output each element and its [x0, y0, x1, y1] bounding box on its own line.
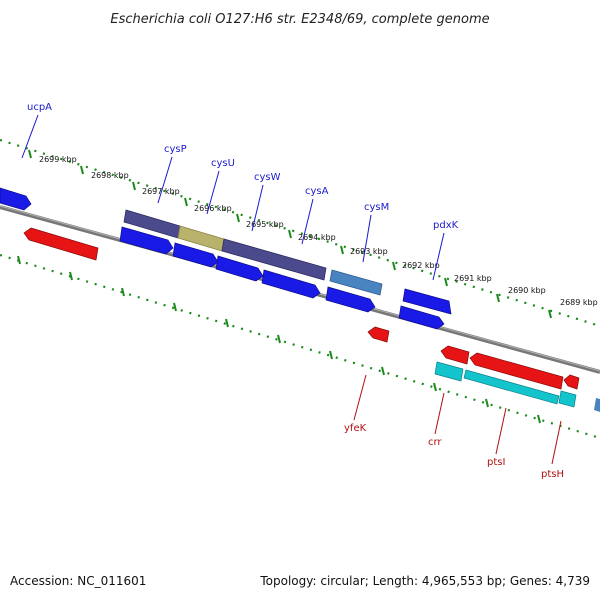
- leader-line-cysA: [301, 198, 314, 245]
- inner-tick-track: [0, 253, 600, 440]
- reverse-label-group: yfeK crr ptsI ptsH: [344, 374, 564, 480]
- cyan-genes: [434, 361, 577, 408]
- kbp-tick: [548, 309, 552, 319]
- kbp-tick: [444, 277, 448, 287]
- kbp-label: 2695 kbp: [246, 220, 284, 229]
- leader-line-ptsI: [495, 407, 507, 455]
- inner-kbp-ticks: [17, 255, 541, 424]
- kbp-label: 2689 kbp: [560, 298, 598, 307]
- gene-arrow-cysU-fwd: [172, 242, 219, 268]
- inner-tick: [381, 366, 385, 376]
- kbp-scale: 2699 kbp 2698 kbp 2697 kbp 2696 kbp 2695…: [28, 149, 598, 319]
- kbp-tick: [288, 229, 292, 239]
- inner-tick: [17, 255, 21, 265]
- operon-segment-cysWA: [221, 238, 327, 281]
- leader-line-cysP: [157, 156, 173, 204]
- inner-tick: [225, 318, 229, 328]
- inner-tick: [69, 271, 73, 281]
- inner-tick: [433, 382, 437, 392]
- outer-dotted-line: [0, 138, 600, 328]
- gene-label-cysA[interactable]: cysA: [305, 186, 329, 197]
- gene-arrow-ptsI: [469, 352, 564, 390]
- kbp-label: 2690 kbp: [508, 286, 546, 295]
- kbp-label: 2693 kbp: [350, 247, 388, 256]
- gene-cyan-crr: [434, 361, 464, 382]
- gene-arrow-cysW-fwd: [215, 255, 264, 282]
- gene-label-yfeK[interactable]: yfeK: [344, 423, 367, 434]
- leader-line-cysM: [362, 214, 372, 263]
- gene-label-ptsI[interactable]: ptsI: [487, 457, 505, 468]
- leader-line-yfeK: [353, 374, 367, 421]
- leader-line-pdxK: [432, 232, 445, 281]
- outer-tick-track: [0, 138, 600, 328]
- leader-line-crr: [434, 392, 445, 435]
- kbp-label: 2699 kbp: [39, 155, 77, 164]
- forward-label-group: ucpA cysP cysU cysW cysA cysM pdxK: [21, 102, 459, 281]
- gene-label-crr[interactable]: crr: [428, 437, 442, 448]
- gene-label-cysM[interactable]: cysM: [364, 202, 389, 213]
- accession-text: Accession: NC_011601: [10, 574, 147, 588]
- leader-line-cysW: [251, 184, 264, 232]
- forward-genes: [0, 187, 452, 330]
- gene-label-ptsH[interactable]: ptsH: [541, 469, 564, 480]
- gene-far-right-box: [594, 398, 600, 412]
- gene-label-pdxK[interactable]: pdxK: [433, 220, 459, 231]
- kbp-label: 2692 kbp: [402, 261, 440, 270]
- kbp-label: 2698 kbp: [91, 171, 129, 180]
- leader-line-ptsH: [551, 420, 562, 465]
- gene-arrow-red-left: [23, 227, 99, 261]
- gene-arrow-ucpA: [0, 187, 32, 211]
- inner-tick: [329, 350, 333, 360]
- gene-arrow-cysA-fwd: [261, 269, 321, 299]
- leader-line-cysU: [206, 170, 220, 215]
- inner-tick: [485, 398, 489, 408]
- gene-arrow-crr: [440, 345, 470, 365]
- kbp-tick: [28, 149, 32, 159]
- kbp-tick: [496, 293, 500, 303]
- gene-label-cysW[interactable]: cysW: [254, 172, 281, 183]
- gene-label-ucpA[interactable]: ucpA: [27, 102, 52, 113]
- kbp-label: 2691 kbp: [454, 274, 492, 283]
- genome-summary-text: Topology: circular; Length: 4,965,553 bp…: [260, 574, 590, 588]
- gene-cyan-ptsH: [558, 390, 577, 408]
- gene-arrow-cysM-fwd: [325, 286, 376, 313]
- operon-band: [123, 209, 600, 412]
- inner-tick: [537, 414, 541, 424]
- reverse-genes: [23, 227, 580, 390]
- gene-arrow-pdxK-upper: [402, 288, 452, 315]
- inner-tick: [277, 334, 281, 344]
- leader-line-ucpA: [21, 114, 39, 159]
- gene-arrow-yfeK: [367, 326, 390, 343]
- kbp-tick: [340, 245, 344, 255]
- kbp-label: 2697 kbp: [142, 187, 180, 196]
- kbp-tick: [132, 181, 136, 191]
- gene-label-cysP[interactable]: cysP: [164, 144, 187, 155]
- kbp-label: 2696 kbp: [194, 204, 232, 213]
- gene-cyan-ptsI: [463, 369, 560, 405]
- map-title: Escherichia coli O127:H6 str. E2348/69, …: [110, 12, 489, 27]
- kbp-tick: [392, 261, 396, 271]
- gene-arrow-ptsH: [563, 374, 580, 390]
- kbp-label: 2694 kbp: [298, 233, 336, 242]
- gene-arrow-pdxK-lower: [398, 305, 445, 330]
- kbp-tick: [184, 197, 188, 207]
- inner-dotted-line: [0, 253, 600, 440]
- gene-arrow-cysP-fwd: [119, 226, 174, 255]
- kbp-tick: [80, 165, 84, 175]
- gene-label-cysU[interactable]: cysU: [211, 158, 235, 169]
- inner-tick: [121, 287, 125, 297]
- inner-tick: [173, 302, 177, 312]
- kbp-tick: [236, 213, 240, 223]
- gene-cysM-box: [329, 269, 383, 296]
